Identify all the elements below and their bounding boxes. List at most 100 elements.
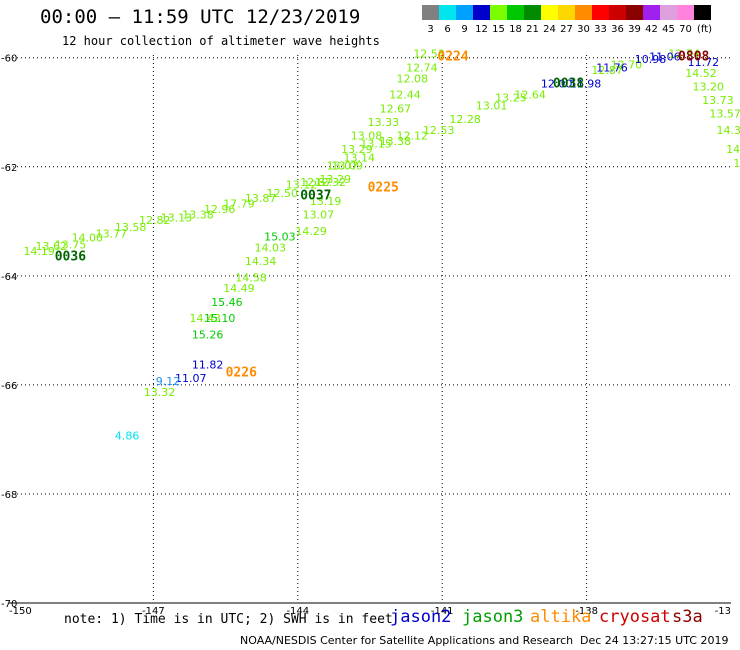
- colorbar-swatch: [473, 5, 490, 20]
- wave-height-label: 12.74: [406, 61, 438, 74]
- colorbar-label: 70: [679, 24, 692, 35]
- wave-height-label: 13.29: [341, 143, 373, 156]
- wave-height-label: 13.09: [331, 160, 363, 173]
- wave-height-label: 12.74: [668, 48, 700, 61]
- colorbar-label: 21: [526, 24, 539, 35]
- colorbar-swatch: [609, 5, 626, 20]
- wave-height-label: 12.70: [611, 59, 643, 72]
- colorbar-swatch: [507, 5, 524, 20]
- colorbar-swatch: [575, 5, 592, 20]
- pass-time-label: 0036: [55, 250, 86, 265]
- wave-height-label: 14.43: [190, 312, 222, 325]
- wave-height-label: 13.38: [182, 209, 214, 222]
- colorbar-label: 42: [645, 24, 658, 35]
- wave-height-label: 13.01: [476, 100, 508, 113]
- colorbar-swatch: [422, 5, 439, 20]
- wave-height-label: 4.86: [115, 429, 140, 442]
- legend-altika: altika: [530, 607, 592, 627]
- colorbar-swatch: [439, 5, 456, 20]
- wave-height-label: 13.73: [702, 94, 734, 107]
- wave-height-label: 12.53: [423, 124, 455, 137]
- wave-height-label: 13.08: [351, 130, 383, 143]
- colorbar-swatch: [541, 5, 558, 20]
- wave-height-label: 13.57: [709, 108, 740, 121]
- wave-height-label: 13.19: [310, 195, 342, 208]
- legend-jason3: jason3: [462, 607, 524, 627]
- pass-time-label: 0037: [300, 188, 331, 203]
- wave-height-label: 13.62: [35, 240, 66, 253]
- wave-height-label: 13.75: [55, 239, 87, 252]
- colorbar-label: 36: [611, 24, 624, 35]
- colorbar-unit: (ft): [697, 24, 713, 35]
- colorbar-swatch: [490, 5, 507, 20]
- wave-height-label: 13.87: [245, 192, 277, 205]
- wave-height-label: 13.33: [368, 116, 400, 129]
- colorbar-swatch: [660, 5, 677, 20]
- colorbar-swatch: [677, 5, 694, 20]
- wave-height-label: 9.12: [156, 375, 181, 388]
- wave-height-label: 12.87: [300, 176, 332, 189]
- wave-height-label: 14.71: [733, 157, 740, 170]
- colorbar-label: 45: [662, 24, 675, 35]
- colorbar-swatch: [524, 5, 541, 20]
- credit-line: NOAA/NESDIS Center for Satellite Applica…: [240, 634, 574, 647]
- wave-height-label: 12.44: [389, 89, 421, 102]
- wave-height-label: 12.67: [380, 102, 412, 115]
- wave-height-label: 11.72: [688, 56, 720, 69]
- wave-height-label: 13.12: [286, 179, 318, 192]
- wave-height-label: 11.76: [596, 61, 628, 74]
- pass-time-label: 0038: [553, 77, 584, 92]
- units-note: note: 1) Time is in UTC; 2) SWH is in fe…: [64, 612, 393, 627]
- x-tick-label: -13: [715, 606, 731, 617]
- wave-height-label: 12.53: [413, 48, 445, 61]
- y-tick-label: -64: [1, 272, 17, 283]
- colorbar-swatch: [592, 5, 609, 20]
- wave-height-label: 10.98: [635, 53, 667, 66]
- colorbar-label: 24: [543, 24, 556, 35]
- wave-height-label: 11.07: [175, 372, 207, 385]
- x-tick-label: -144: [286, 606, 309, 617]
- y-tick-label: -68: [1, 490, 17, 501]
- wave-height-label: 15.03: [264, 230, 296, 243]
- pass-time-label: 0225: [368, 180, 399, 195]
- x-tick-label: -138: [575, 606, 598, 617]
- colorbar-label: 6: [444, 24, 451, 35]
- wave-height-label: 12.00: [541, 78, 573, 91]
- wave-height-label: 14.34: [245, 255, 277, 268]
- wave-height-label: 13.14: [344, 151, 376, 164]
- wave-height-label: 12.87: [591, 64, 623, 77]
- colorbar-swatch: [626, 5, 643, 20]
- wave-height-label: 14.39: [726, 143, 740, 156]
- wave-height-label: 13.58: [115, 221, 147, 234]
- wave-height-label: 14.32: [717, 124, 740, 137]
- chart-subtitle: 12 hour collection of altimeter wave hei…: [62, 34, 380, 48]
- wave-height-label: 13.32: [144, 386, 176, 399]
- wave-height-label: 14.29: [295, 225, 327, 238]
- wave-height-label: 12.82: [139, 214, 171, 227]
- wave-height-label: 13.07: [303, 209, 335, 222]
- generated-timestamp: Dec 24 13:27:15 UTC 2019: [580, 634, 729, 647]
- wave-height-label: 15.26: [192, 329, 224, 342]
- wave-height-label: 13.77: [96, 228, 128, 241]
- wave-height-label: 12.12: [396, 130, 428, 143]
- legend-cryosat: cryosat: [599, 607, 671, 627]
- wave-height-label: 13.07: [327, 160, 359, 173]
- colorbar-swatch: [643, 5, 660, 20]
- colorbar-label: 33: [594, 24, 607, 35]
- colorbar-swatch: [558, 5, 575, 20]
- colorbar-label: 9: [461, 24, 468, 35]
- colorbar-label: 3: [427, 24, 434, 35]
- colorbar-swatch: [456, 5, 473, 20]
- wave-height-label: 12.28: [449, 113, 481, 126]
- wave-height-label: 14.58: [235, 271, 267, 284]
- pass-time-label: 0226: [226, 366, 257, 381]
- wave-height-label: 15.10: [204, 312, 236, 325]
- wave-height-label: 12.64: [514, 89, 546, 102]
- wave-height-label: 11.82: [192, 359, 224, 372]
- pass-time-label: 0808: [678, 49, 709, 64]
- wave-height-label: 11.98: [570, 78, 602, 91]
- wave-height-label: 17.79: [223, 198, 255, 211]
- colorbar-swatch: [694, 5, 711, 20]
- y-tick-label: -70: [1, 599, 17, 610]
